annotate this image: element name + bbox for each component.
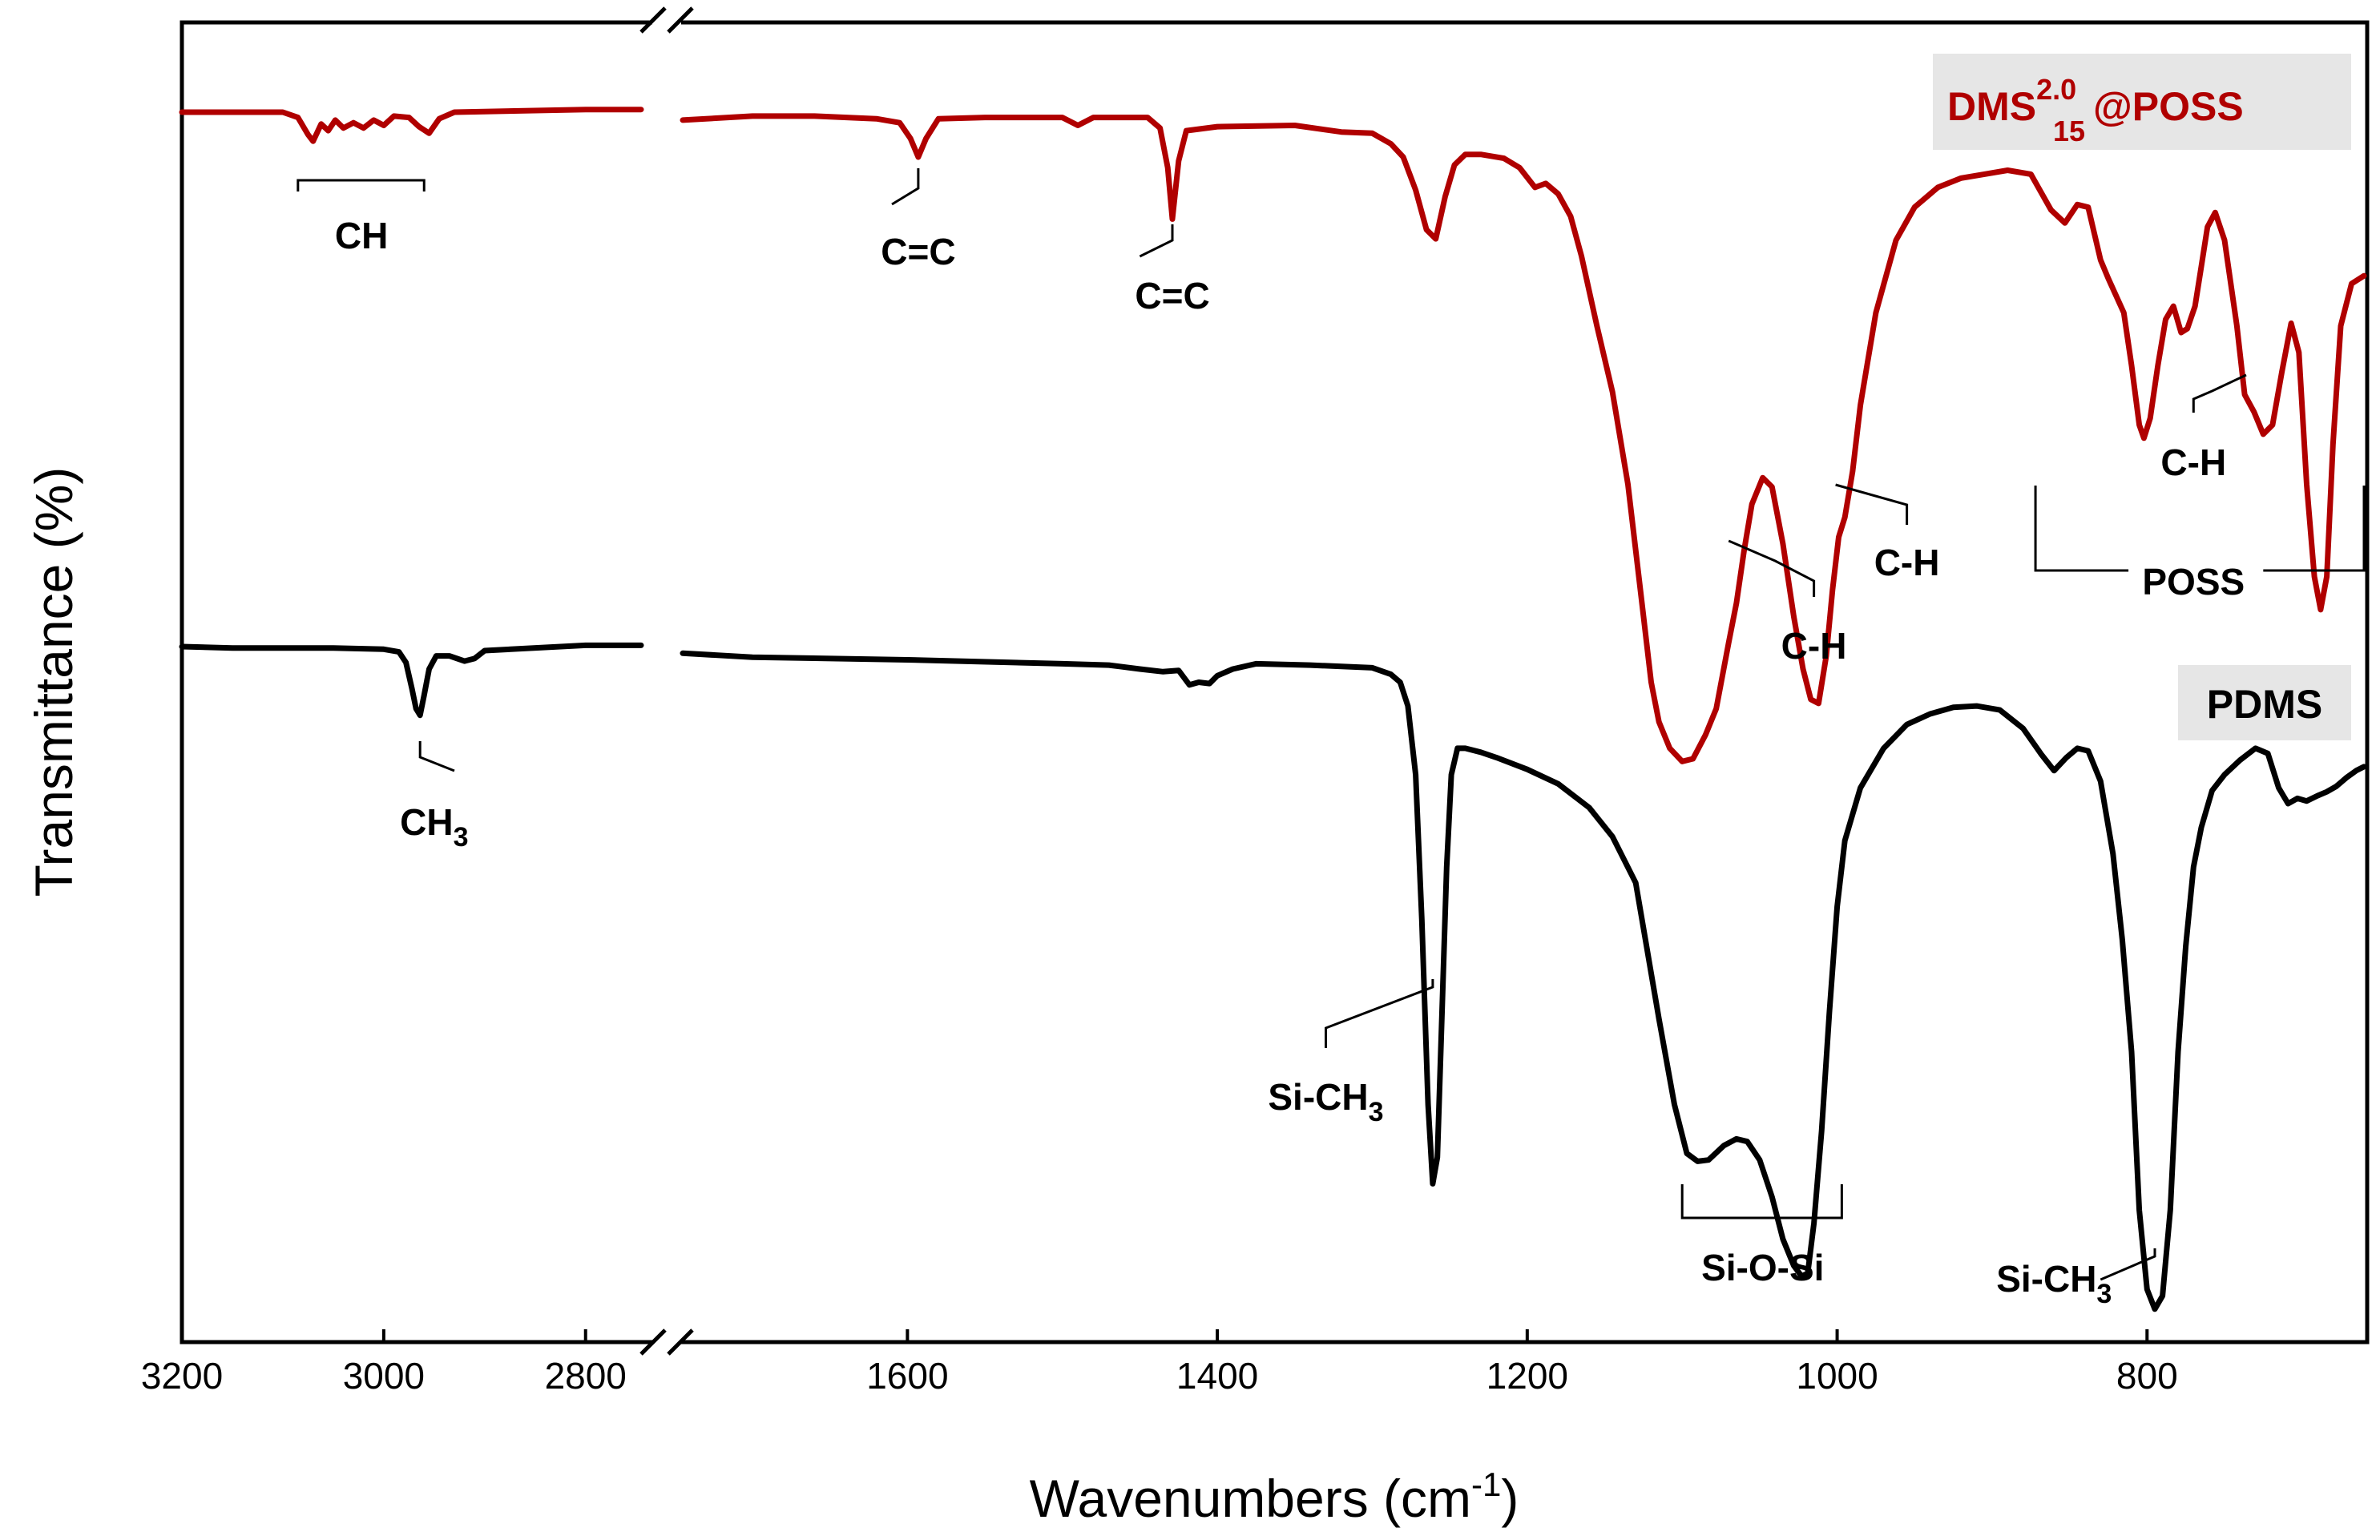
annotation-c-c-1593: C=C [881, 168, 956, 272]
annotation-c-h-736: C-H [2160, 373, 2247, 483]
annotation-bracket [1680, 1184, 1843, 1220]
plot-frame [180, 20, 2370, 1344]
legend-pdms: PDMS [2178, 665, 2351, 740]
annotation-leader-line [1139, 224, 1174, 258]
annotation-leader-line [418, 741, 455, 772]
axis-break-top-slashes [639, 6, 694, 34]
annotation-ch-2964: CH3 [400, 741, 469, 853]
annotation-leader-line [1325, 979, 1434, 1048]
annotation-poss-770: POSS [2034, 486, 2366, 603]
x-tick-label: 1600 [866, 1355, 948, 1397]
annotation-label: Si-CH3 [1996, 1258, 2112, 1309]
annotation-si-ch-1261: Si-CH3 [1268, 979, 1434, 1127]
annotation-label: C-H [1874, 542, 1940, 583]
x-tick-label: 1200 [1486, 1355, 1568, 1397]
series-line-pdms-left [179, 642, 644, 719]
annotation-leader-line [2192, 373, 2247, 413]
x-tick-label: 1000 [1796, 1355, 1878, 1397]
annotation-si-o-si-1060: Si-O-Si [1680, 1184, 1843, 1288]
x-tick-label: 1400 [1176, 1355, 1258, 1397]
annotation-leader-line [2100, 1248, 2156, 1281]
annotation-leader-line [891, 168, 920, 206]
series-layer [179, 107, 2367, 1312]
x-tick-label: 2800 [545, 1355, 627, 1397]
legend-pdms-label: PDMS [2207, 682, 2322, 727]
annotation-label: C=C [1135, 275, 1209, 316]
annotation-bracket [2034, 486, 2366, 572]
annotation-c-h-1070: C-H [1728, 539, 1847, 667]
x-tick-label: 3000 [343, 1355, 425, 1397]
series-line-dms-poss-left [179, 107, 644, 144]
annotation-label: C=C [881, 231, 955, 272]
annotation-c-c-1429: C=C [1135, 224, 1210, 316]
annotation-leader-line [1835, 483, 1909, 525]
series-line-dms-poss-right [680, 113, 2367, 764]
legend-dms-poss-bg [1933, 54, 2351, 150]
x-axis-ticks: 3200 3000 2800 1600 1400 1200 1000 800 [141, 1329, 2178, 1397]
annotation-bracket [296, 179, 426, 191]
legend-pdms-bg [2178, 665, 2351, 740]
axis-break-bottom-slashes [639, 1328, 694, 1356]
x-tick-label: 3200 [141, 1355, 223, 1397]
annotation-si-ch-795: Si-CH3 [1996, 1248, 2156, 1309]
annotation-leader-line [1728, 539, 1816, 597]
legend-dms-poss-label: DMS2.0 15@POSS [1947, 73, 2244, 147]
annotation-label: CH3 [400, 801, 468, 853]
annotation-label: CH [335, 215, 388, 256]
annotation-label: C-H [1781, 625, 1847, 667]
peak-annotations: CH C=C C=C C-H C-H C-H POSS CH3 Si-CH3 Si-O-Si Si-… [296, 168, 2366, 1309]
x-axis-title: Wavenumbers (cm-1) [1030, 1465, 1519, 1528]
y-axis-title: Transmittance (%) [24, 467, 83, 897]
series-line-pdms-right [680, 650, 2367, 1312]
legend-dms-poss: DMS2.0 15@POSS [1933, 54, 2351, 150]
annotation-label: C-H [2160, 441, 2226, 483]
x-tick-label: 800 [2116, 1355, 2178, 1397]
annotation-label: POSS [2142, 561, 2245, 603]
annotation-label: Si-CH3 [1268, 1076, 1383, 1127]
annotation-label: Si-O-Si [1701, 1247, 1824, 1288]
annotation-c-h-1001: C-H [1835, 483, 1940, 583]
annotation-ch-3022: CH [296, 179, 426, 256]
